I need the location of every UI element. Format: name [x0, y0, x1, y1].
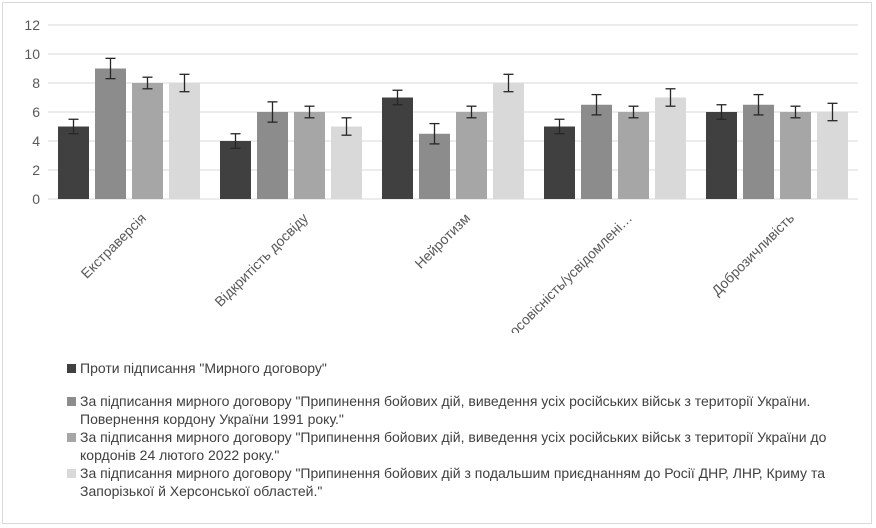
y-tick-label: 4 [32, 133, 40, 149]
bar [95, 68, 126, 199]
legend-swatch [67, 397, 76, 406]
x-tick-label: Добросовісність/усвідомлені… [483, 210, 636, 333]
bar-chart: 0 2 4 6 8 10 12 Екстраверсія Відкритість досвід… [24, 17, 858, 333]
bar [132, 83, 163, 199]
bar [456, 112, 487, 199]
error-bars [68, 57, 838, 149]
bar [817, 112, 848, 199]
y-tick-label: 12 [24, 17, 40, 33]
bar [655, 97, 686, 199]
bar [618, 112, 649, 199]
legend-label: За підписання мирного договору "Припинен… [80, 393, 811, 427]
bar [257, 112, 288, 199]
legend: Проти підписання "Мирного договору" За п… [67, 359, 857, 500]
bar [220, 141, 251, 199]
legend-swatch [67, 469, 76, 478]
bar [58, 126, 89, 199]
legend-swatch [67, 433, 76, 442]
legend-label: За підписання мирного договору "Припинен… [80, 429, 827, 463]
bar [493, 83, 524, 199]
legend-entry: Проти підписання "Мирного договору" [67, 359, 857, 377]
x-tick-label: Відкритість досвіду [211, 210, 311, 310]
bar [419, 133, 450, 199]
bars [58, 68, 848, 199]
bar [581, 104, 612, 199]
legend-label: За підписання мирного договору "Припинен… [80, 465, 825, 499]
x-tick-label: Нейротизм [411, 210, 473, 272]
bar [743, 104, 774, 199]
x-tick-label: Екстраверсія [78, 210, 150, 282]
legend-entry: За підписання мирного договору "Припинен… [67, 428, 857, 464]
legend-swatch [67, 364, 76, 373]
bar [331, 126, 362, 199]
legend-entry: За підписання мирного договору "Припинен… [67, 392, 857, 428]
y-tick-label: 8 [32, 75, 40, 91]
y-tick-label: 6 [32, 104, 40, 120]
bar [382, 97, 413, 199]
bar [544, 126, 575, 199]
x-tick-label: Доброзичливість [708, 210, 797, 299]
bar [706, 112, 737, 199]
legend-label: Проти підписання "Мирного договору" [80, 360, 327, 376]
bar [294, 112, 325, 199]
bar [169, 83, 200, 199]
x-axis-ticks: Екстраверсія Відкритість досвіду Нейротизм… [78, 210, 798, 333]
y-tick-label: 0 [32, 191, 40, 207]
y-axis-ticks: 0 2 4 6 8 10 12 [24, 17, 40, 207]
y-tick-label: 2 [32, 162, 40, 178]
y-tick-label: 10 [24, 46, 40, 62]
legend-entry: За підписання мирного договору "Припинен… [67, 464, 857, 500]
bar [780, 112, 811, 199]
